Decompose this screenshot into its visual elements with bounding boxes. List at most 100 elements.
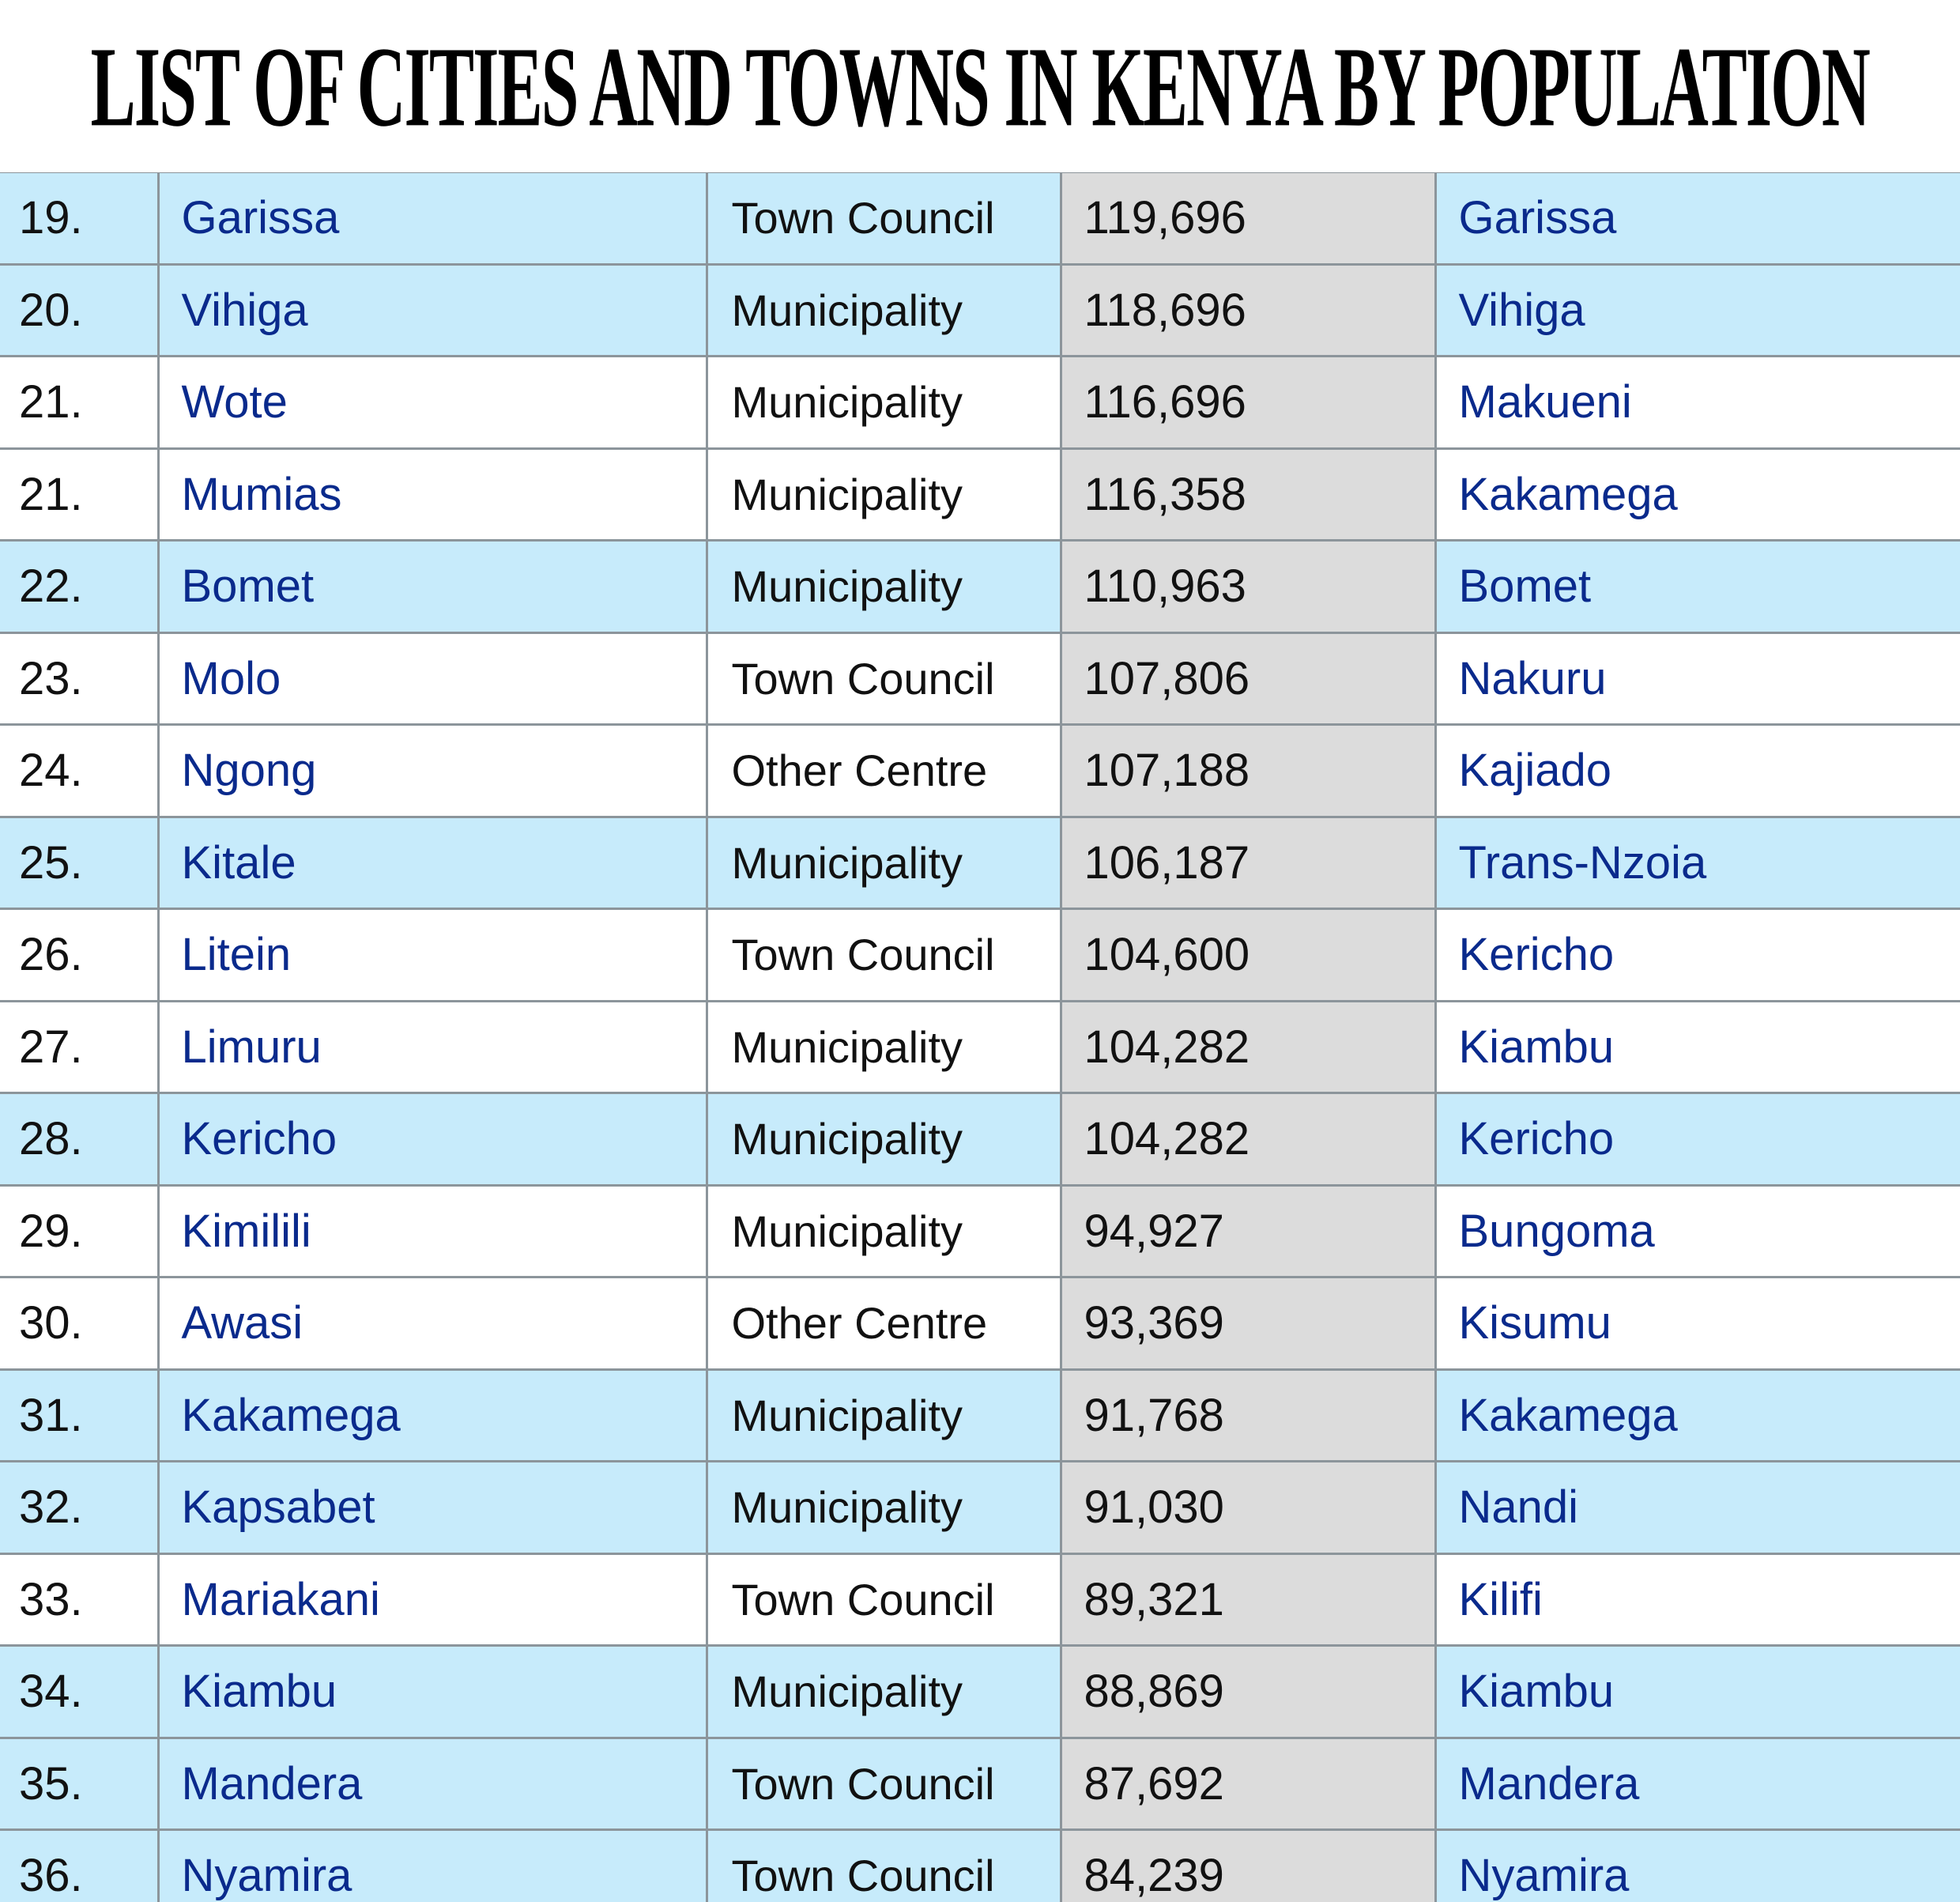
county-link[interactable]: Makueni	[1434, 355, 1960, 450]
population-cell: 91,030	[1059, 1460, 1437, 1555]
table-row: 20. Vihiga Municipality 118,696 Vihiga	[0, 262, 1960, 357]
population-cell: 88,869	[1059, 1644, 1437, 1739]
table-row: 21. Wote Municipality 116,696 Makueni	[0, 355, 1960, 450]
town-link[interactable]: Wote	[156, 355, 708, 450]
population-cell: 107,188	[1059, 723, 1437, 818]
town-link[interactable]: Kitale	[156, 815, 708, 910]
status-cell: Municipality	[705, 1092, 1062, 1187]
county-link[interactable]: Kisumu	[1434, 1276, 1960, 1371]
town-link[interactable]: Limuru	[156, 999, 708, 1094]
town-link[interactable]: Kapsabet	[156, 1460, 708, 1555]
county-link[interactable]: Kericho	[1434, 1092, 1960, 1187]
town-link[interactable]: Kakamega	[156, 1368, 708, 1462]
status-cell: Town Council	[705, 1736, 1062, 1831]
county-link[interactable]: Kakamega	[1434, 1368, 1960, 1462]
table-row: 25. Kitale Municipality 106,187 Trans-Nzoia	[0, 815, 1960, 910]
rank-cell: 26.	[0, 908, 160, 1002]
rank-cell: 31.	[0, 1368, 160, 1462]
town-link[interactable]: Mumias	[156, 447, 708, 542]
population-cell: 104,282	[1059, 999, 1437, 1094]
table-row: 31. Kakamega Municipality 91,768 Kakamega	[0, 1368, 1960, 1462]
county-link[interactable]: Vihiga	[1434, 262, 1960, 357]
table-body: 19. Garissa Town Council 119,696 Garissa 20. V…	[0, 172, 1960, 1902]
county-link[interactable]: Kiambu	[1434, 1644, 1960, 1739]
table-row: 36. Nyamira Town Council 84,239 Nyamira	[0, 1828, 1960, 1902]
town-link[interactable]: Awasi	[156, 1276, 708, 1371]
rank-cell: 29.	[0, 1183, 160, 1278]
table-row: 24. Ngong Other Centre 107,188 Kajiado	[0, 723, 1960, 818]
rank-cell: 32.	[0, 1460, 160, 1555]
table-row: 19. Garissa Town Council 119,696 Garissa	[0, 172, 1960, 266]
status-cell: Town Council	[705, 908, 1062, 1002]
table-row: 29. Kimilili Municipality 94,927 Bungoma	[0, 1183, 1960, 1278]
status-cell: Municipality	[705, 539, 1062, 634]
table-row: 22. Bomet Municipality 110,963 Bomet	[0, 539, 1960, 634]
status-cell: Municipality	[705, 815, 1062, 910]
town-link[interactable]: Garissa	[156, 172, 708, 266]
rank-cell: 33.	[0, 1552, 160, 1647]
population-cell: 104,282	[1059, 1092, 1437, 1187]
table-row: 26. Litein Town Council 104,600 Kericho	[0, 908, 1960, 1002]
county-link[interactable]: Kericho	[1434, 908, 1960, 1002]
rank-cell: 34.	[0, 1644, 160, 1739]
county-link[interactable]: Bungoma	[1434, 1183, 1960, 1278]
town-link[interactable]: Vihiga	[156, 262, 708, 357]
town-link[interactable]: Ngong	[156, 723, 708, 818]
town-link[interactable]: Bomet	[156, 539, 708, 634]
population-table: 19. Garissa Town Council 119,696 Garissa 20. V…	[0, 172, 1960, 1902]
county-link[interactable]: Kiambu	[1434, 999, 1960, 1094]
rank-cell: 36.	[0, 1828, 160, 1902]
town-link[interactable]: Litein	[156, 908, 708, 1002]
rank-cell: 19.	[0, 172, 160, 266]
population-table-container: 19. Garissa Town Council 119,696 Garissa 20. V…	[0, 172, 1960, 1902]
table-row: 32. Kapsabet Municipality 91,030 Nandi	[0, 1460, 1960, 1555]
population-cell: 93,369	[1059, 1276, 1437, 1371]
town-link[interactable]: Mandera	[156, 1736, 708, 1831]
population-cell: 89,321	[1059, 1552, 1437, 1647]
status-cell: Municipality	[705, 1368, 1062, 1462]
county-link[interactable]: Kakamega	[1434, 447, 1960, 542]
county-link[interactable]: Garissa	[1434, 172, 1960, 266]
county-link[interactable]: Kilifi	[1434, 1552, 1960, 1647]
town-link[interactable]: Mariakani	[156, 1552, 708, 1647]
population-cell: 118,696	[1059, 262, 1437, 357]
status-cell: Other Centre	[705, 723, 1062, 818]
town-link[interactable]: Kimilili	[156, 1183, 708, 1278]
county-link[interactable]: Bomet	[1434, 539, 1960, 634]
population-cell: 119,696	[1059, 172, 1437, 266]
town-link[interactable]: Nyamira	[156, 1828, 708, 1902]
table-row: 28. Kericho Municipality 104,282 Kericho	[0, 1092, 1960, 1187]
status-cell: Municipality	[705, 447, 1062, 542]
town-link[interactable]: Kiambu	[156, 1644, 708, 1739]
county-link[interactable]: Nandi	[1434, 1460, 1960, 1555]
table-row: 23. Molo Town Council 107,806 Nakuru	[0, 631, 1960, 726]
population-cell: 107,806	[1059, 631, 1437, 726]
rank-cell: 35.	[0, 1736, 160, 1831]
rank-cell: 23.	[0, 631, 160, 726]
status-cell: Town Council	[705, 1552, 1062, 1647]
table-row: 35. Mandera Town Council 87,692 Mandera	[0, 1736, 1960, 1831]
county-link[interactable]: Nyamira	[1434, 1828, 1960, 1902]
town-link[interactable]: Molo	[156, 631, 708, 726]
town-link[interactable]: Kericho	[156, 1092, 708, 1187]
county-link[interactable]: Mandera	[1434, 1736, 1960, 1831]
population-cell: 110,963	[1059, 539, 1437, 634]
population-cell: 91,768	[1059, 1368, 1437, 1462]
status-cell: Town Council	[705, 1828, 1062, 1902]
rank-cell: 24.	[0, 723, 160, 818]
rank-cell: 30.	[0, 1276, 160, 1371]
page-title-text: LIST OF CITIES AND TOWNS IN KENYA BY POP…	[90, 22, 1871, 150]
status-cell: Municipality	[705, 262, 1062, 357]
table-row: 27. Limuru Municipality 104,282 Kiambu	[0, 999, 1960, 1094]
population-cell: 87,692	[1059, 1736, 1437, 1831]
status-cell: Other Centre	[705, 1276, 1062, 1371]
population-cell: 116,358	[1059, 447, 1437, 542]
status-cell: Town Council	[705, 172, 1062, 266]
rank-cell: 21.	[0, 447, 160, 542]
status-cell: Municipality	[705, 355, 1062, 450]
county-link[interactable]: Nakuru	[1434, 631, 1960, 726]
population-cell: 106,187	[1059, 815, 1437, 910]
county-link[interactable]: Trans-Nzoia	[1434, 815, 1960, 910]
page-title: LIST OF CITIES AND TOWNS IN KENYA BY POP…	[0, 0, 1960, 172]
county-link[interactable]: Kajiado	[1434, 723, 1960, 818]
